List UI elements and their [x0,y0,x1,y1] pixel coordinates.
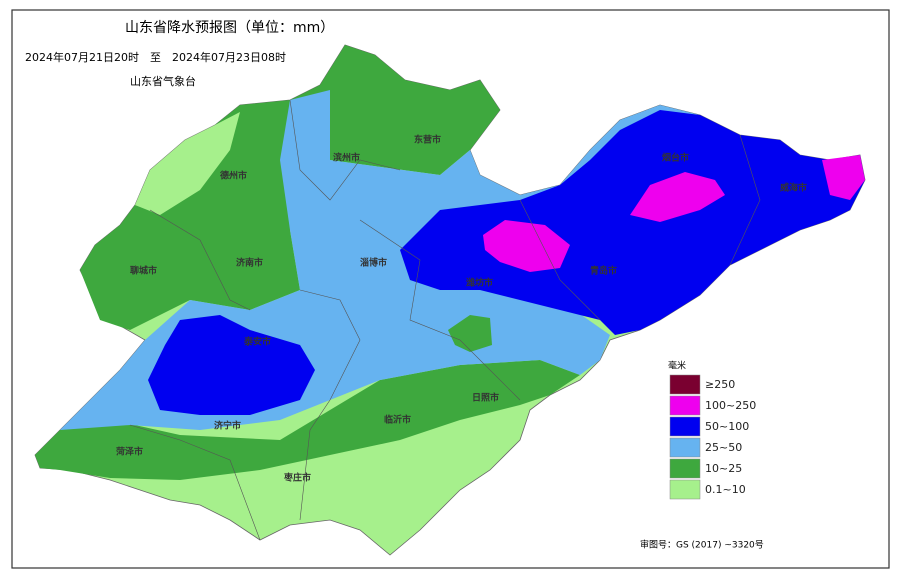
zone-magenta-1 [483,220,570,272]
zone-green-patch [448,315,492,352]
legend-title: 毫米 [668,360,686,372]
legend-swatch [669,437,701,458]
city-label: 东营市 [414,134,441,146]
boundary [729,134,761,266]
legend-label: 10~25 [705,462,742,475]
legend-swatch [669,479,701,500]
zone-light-green-nw [135,112,240,215]
city-label: 滨州市 [333,152,360,164]
zone-blue [400,110,865,335]
city-label: 菏泽市 [116,446,143,458]
legend-label: 50~100 [705,420,749,433]
city-label: 威海市 [780,182,807,194]
boundary [359,219,521,401]
city-label: 青岛市 [590,265,617,277]
boundaries [129,99,761,541]
boundary [289,99,401,201]
footer: 审图号：GS (2017) ~3320号 [640,539,764,551]
boundary [299,289,361,521]
zone-magenta-2 [630,172,725,222]
city-label: 德州市 [220,170,247,182]
legend: ≥250 100~250 50~100 25~50 10~25 0.1~10 [669,374,756,500]
city-label: 枣庄市 [283,472,311,484]
city-label: 烟台市 [662,152,689,164]
city-label: 泰安市 [243,336,271,348]
legend-label: 100~250 [705,399,756,412]
issuer: 山东省气象台 [130,74,196,88]
map-subtitle: 2024年07月21日20时 至 2024年07月23日08时 [25,50,286,64]
legend-label: 25~50 [705,441,742,454]
boundary [129,424,261,541]
legend-swatch [669,458,701,479]
boundary [519,199,601,321]
legend-swatch [669,374,701,395]
zone-blue-west [148,315,315,415]
city-label: 济南市 [236,257,263,269]
legend-label: ≥250 [705,378,735,391]
legend-swatch [669,395,701,416]
boundary [149,209,251,311]
zone-magenta-3 [822,155,865,200]
legend-label: 0.1~10 [705,483,746,496]
zone-green-south [35,360,580,480]
map-title: 山东省降水预报图（单位：mm） [125,20,334,36]
city-label: 济宁市 [214,420,241,432]
city-label: 临沂市 [384,414,411,426]
city-label: 聊城市 [130,265,157,277]
city-label: 潍坊市 [466,277,493,289]
legend-swatch [669,416,701,437]
city-label: 淄博市 [360,257,387,269]
city-label: 日照市 [472,392,499,404]
